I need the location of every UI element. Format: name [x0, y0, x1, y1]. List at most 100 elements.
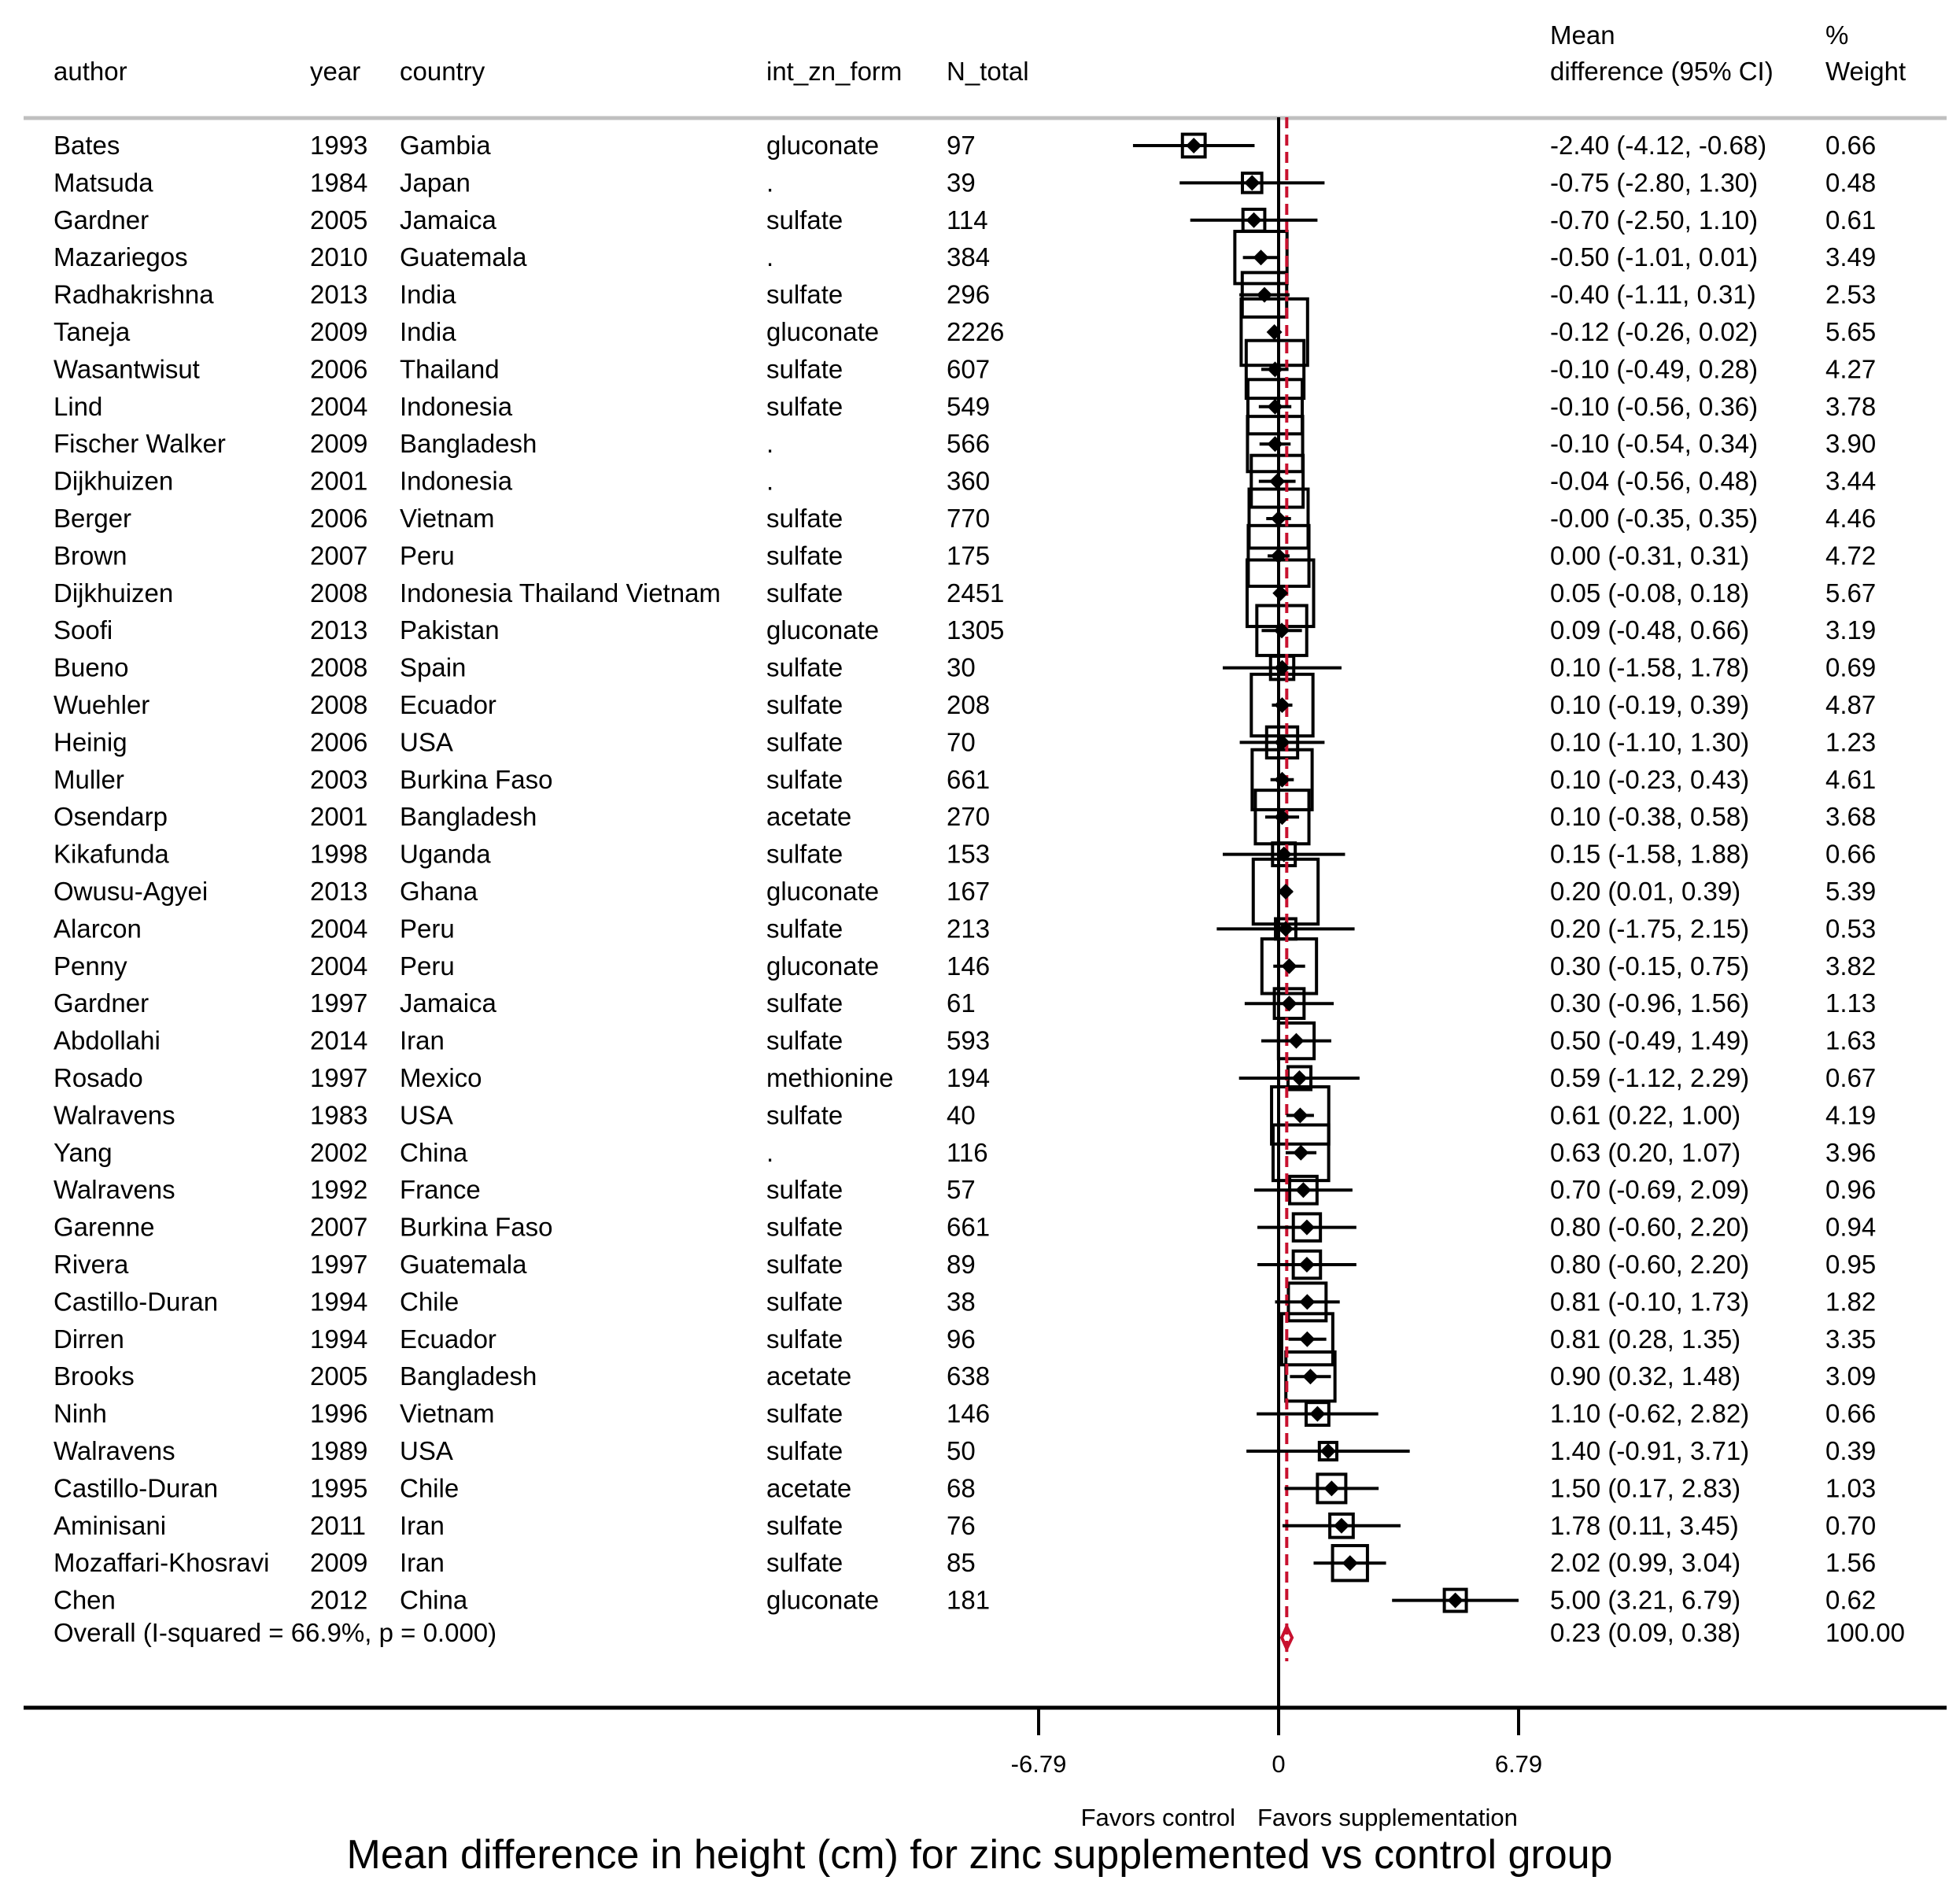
study-year: 1997: [310, 1063, 367, 1092]
study-ci-text: 0.09 (-0.48, 0.66): [1550, 615, 1749, 645]
point-estimate-marker: [1299, 1331, 1316, 1347]
study-row: Aminisani 2011 Iran sulfate 76 1.78 (0.11, 3.…: [54, 1511, 1876, 1540]
study-country: Iran: [400, 1026, 445, 1055]
study-n-total: 96: [947, 1324, 976, 1354]
study-author: Wasantwisut: [54, 354, 200, 383]
study-country: Chile: [400, 1473, 459, 1502]
study-weight-text: 0.66: [1825, 1399, 1876, 1428]
study-ci-text: 0.15 (-1.58, 1.88): [1550, 840, 1749, 869]
study-year: 2004: [310, 914, 367, 943]
study-n-total: 213: [947, 914, 990, 943]
study-author: Gardner: [54, 988, 149, 1018]
overall-diamond: [1279, 1623, 1294, 1653]
study-n-total: 270: [947, 802, 990, 831]
chart-title: Mean difference in height (cm) for zinc …: [347, 1832, 1613, 1878]
study-year: 2002: [310, 1138, 367, 1167]
study-zinc-form: sulfate: [766, 1100, 843, 1129]
study-weight-text: 5.67: [1825, 578, 1876, 608]
study-author: Dijkhuizen: [54, 467, 173, 496]
point-estimate-marker: [1253, 249, 1269, 266]
study-ci-text: 0.90 (0.32, 1.48): [1550, 1361, 1740, 1391]
study-author: Alarcon: [54, 914, 142, 943]
study-country: USA: [400, 1100, 453, 1129]
point-estimate-marker: [1295, 1182, 1312, 1199]
point-estimate-marker: [1291, 1070, 1308, 1086]
study-ci-text: 0.10 (-0.19, 0.39): [1550, 690, 1749, 719]
study-country: Chile: [400, 1287, 459, 1316]
study-n-total: 208: [947, 690, 990, 719]
point-estimate-marker: [1342, 1555, 1358, 1572]
study-year: 1997: [310, 988, 367, 1018]
study-author: Soofi: [54, 615, 113, 645]
study-n-total: 638: [947, 1361, 990, 1391]
point-estimate-marker: [1277, 921, 1294, 937]
study-zinc-form: .: [766, 242, 773, 272]
study-weight-text: 0.69: [1825, 653, 1876, 682]
study-ci-text: 0.50 (-0.49, 1.49): [1550, 1026, 1749, 1055]
study-country: Vietnam: [400, 504, 494, 533]
study-country: Pakistan: [400, 615, 500, 645]
favors-control-label: Favors control: [1081, 1804, 1235, 1831]
study-weight-text: 0.66: [1825, 840, 1876, 869]
study-row: Soofi 2013 Pakistan gluconate 1305 0.09 (-0.4…: [54, 615, 1876, 645]
study-zinc-form: sulfate: [766, 1511, 843, 1540]
study-row: Brooks 2005 Bangladesh acetate 638 0.90 (0.32…: [54, 1361, 1876, 1391]
study-weight-text: 3.78: [1825, 392, 1876, 421]
overall-row: Overall (I-squared = 66.9%, p = 0.000) 0…: [54, 1618, 1905, 1653]
weight-box: [1271, 1123, 1331, 1183]
study-row: Brown 2007 Peru sulfate 175 0.00 (-0.31, 0.31…: [54, 541, 1876, 570]
study-zinc-form: sulfate: [766, 578, 843, 608]
study-year: 2004: [310, 392, 367, 421]
study-year: 1989: [310, 1436, 367, 1465]
study-author: Dirren: [54, 1324, 124, 1354]
study-row: Chen 2012 China gluconate 181 5.00 (3.21, 6.7…: [54, 1586, 1876, 1615]
study-country: Gambia: [400, 131, 491, 160]
study-n-total: 181: [947, 1586, 990, 1615]
point-estimate-marker: [1274, 622, 1290, 639]
study-weight-text: 0.62: [1825, 1586, 1876, 1615]
study-zinc-form: sulfate: [766, 354, 843, 383]
header-author: author: [54, 57, 127, 86]
study-zinc-form: sulfate: [766, 1548, 843, 1577]
study-author: Owusu-Agyei: [54, 877, 208, 906]
point-estimate-marker: [1293, 1144, 1309, 1161]
study-zinc-form: sulfate: [766, 840, 843, 869]
study-zinc-form: sulfate: [766, 765, 843, 794]
study-zinc-form: gluconate: [766, 615, 879, 645]
study-author: Bueno: [54, 653, 128, 682]
overall-weight-text: 100.00: [1825, 1618, 1905, 1647]
study-weight-text: 1.23: [1825, 727, 1876, 756]
study-author: Heinig: [54, 727, 127, 756]
study-author: Castillo-Duran: [54, 1287, 218, 1316]
study-zinc-form: sulfate: [766, 1287, 843, 1316]
overall-ci-text: 0.23 (0.09, 0.38): [1550, 1618, 1740, 1647]
study-year: 2012: [310, 1586, 367, 1615]
x-tick-label: 0: [1272, 1750, 1285, 1778]
study-weight-text: 3.19: [1825, 615, 1876, 645]
study-author: Aminisani: [54, 1511, 166, 1540]
study-row: Gardner 2005 Jamaica sulfate 114 -0.70 (-2.50…: [54, 205, 1876, 235]
point-estimate-marker: [1320, 1443, 1336, 1459]
point-estimate-marker: [1277, 884, 1294, 899]
header-weight-line2: Weight: [1825, 57, 1906, 86]
point-estimate-marker: [1271, 511, 1286, 526]
study-author: Matsuda: [54, 168, 153, 197]
study-n-total: 89: [947, 1250, 976, 1279]
study-ci-text: 0.81 (-0.10, 1.73): [1550, 1287, 1749, 1316]
study-year: 2009: [310, 317, 367, 346]
study-year: 2013: [310, 877, 367, 906]
study-zinc-form: sulfate: [766, 1250, 843, 1279]
study-row: Rosado 1997 Mexico methionine 194 0.59 (-1.12…: [54, 1063, 1876, 1092]
x-tick-label: 6.79: [1495, 1750, 1542, 1778]
study-zinc-form: sulfate: [766, 1026, 843, 1055]
study-country: Thailand: [400, 354, 500, 383]
study-ci-text: 0.81 (0.28, 1.35): [1550, 1324, 1740, 1354]
study-n-total: 146: [947, 1399, 990, 1428]
point-estimate-marker: [1186, 138, 1202, 153]
study-country: Iran: [400, 1511, 445, 1540]
study-weight-text: 1.56: [1825, 1548, 1876, 1577]
study-zinc-form: sulfate: [766, 727, 843, 756]
study-author: Yang: [54, 1138, 113, 1167]
study-zinc-form: sulfate: [766, 1436, 843, 1465]
